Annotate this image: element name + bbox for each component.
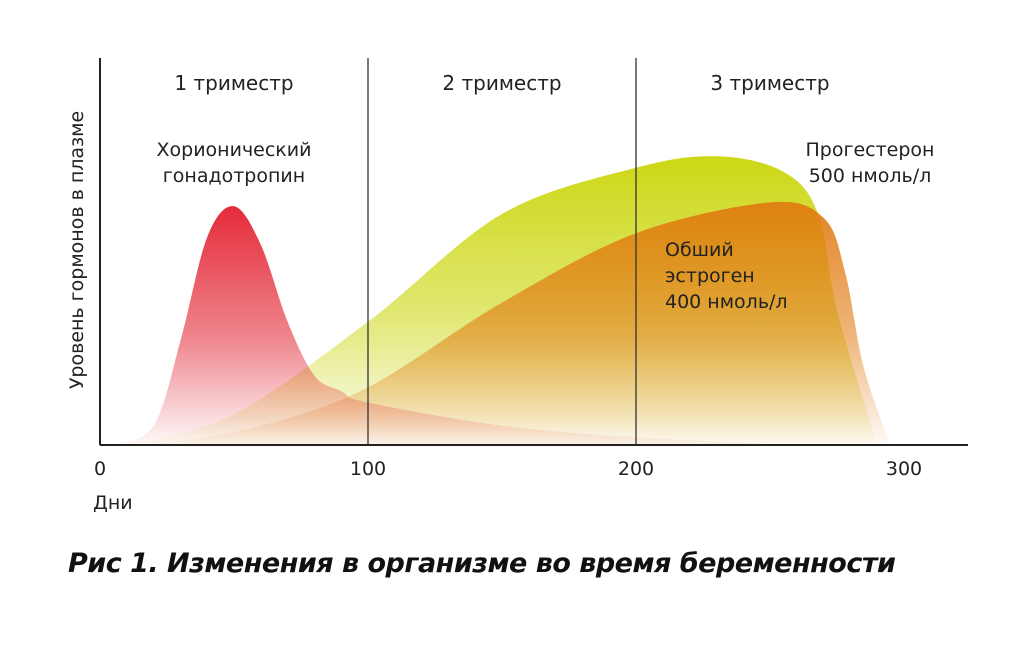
x-tick-label: 300 <box>886 458 922 480</box>
hormone-chart: 0 100 200 300 1 триместр 2 триместр 3 тримест… <box>66 58 968 514</box>
trimester-dividers <box>367 58 637 445</box>
series-label-1: Прогестерон 500 нмоль/л <box>806 139 935 187</box>
series-area-2 <box>153 201 891 445</box>
trimester-label: 2 триместр <box>442 71 561 95</box>
x-axis-label: Дни <box>93 492 133 514</box>
series-label-3: Хорионический гонадотропин <box>157 139 312 187</box>
series-labels: Прогестерон 500 нмоль/л Обший эстроген 400 н… <box>157 139 935 313</box>
series-area-3 <box>113 206 797 445</box>
trimester-label: 3 триместр <box>710 71 829 95</box>
x-tick-label: 200 <box>618 458 654 480</box>
x-tick-labels: 0 100 200 300 <box>94 458 922 480</box>
x-tick-label: 0 <box>94 458 106 480</box>
series-label-2: Обший эстроген 400 нмоль/л <box>665 239 788 313</box>
x-tick-label: 100 <box>350 458 386 480</box>
chart-areas <box>113 156 891 446</box>
figure-caption: Рис 1. Изменения в организме во время бе… <box>68 548 896 579</box>
y-axis-label: Уровень гормонов в плазме <box>66 111 88 389</box>
trimester-label: 1 триместр <box>174 71 293 95</box>
trimester-labels: 1 триместр 2 триместр 3 триместр <box>174 71 829 95</box>
